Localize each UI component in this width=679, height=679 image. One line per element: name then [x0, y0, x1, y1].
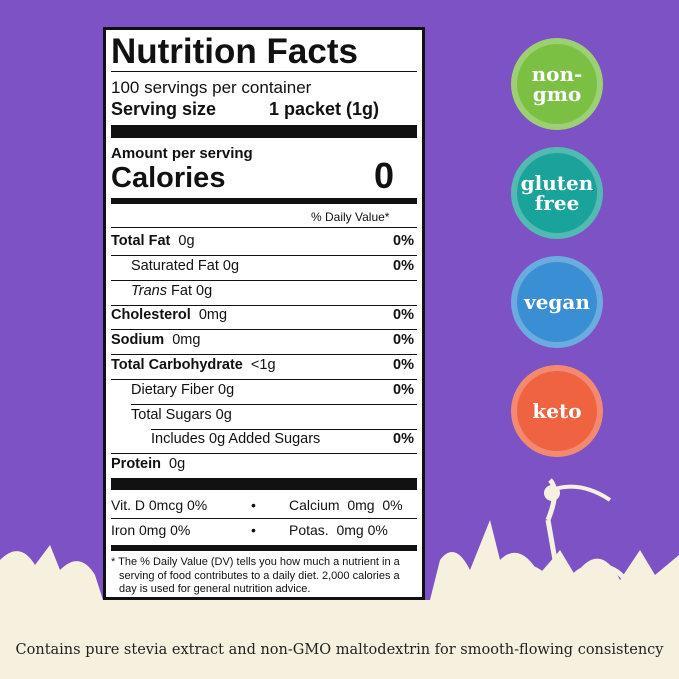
badge: non-gmo	[511, 38, 603, 130]
nutrient-row: Total Carbohydrate <1g	[111, 357, 276, 373]
nutrient-row: Includes 0g Added Sugars	[151, 431, 320, 447]
rule	[111, 354, 417, 356]
badge: keto	[511, 365, 603, 457]
nutrient-name: Fat 0g	[171, 282, 213, 299]
nutrient-name: Total Sugars 0g	[131, 406, 232, 423]
nutrition-label: Nutrition Facts 100 servings per containe…	[103, 27, 425, 600]
nutrient-name: Includes 0g Added Sugars	[151, 431, 321, 448]
nutrient-amount: 0mg	[172, 332, 201, 349]
calories-label: Calories	[111, 162, 226, 194]
footnote: * The % Daily Value (DV) tells you how m…	[111, 556, 400, 595]
badge: gluten free	[511, 147, 603, 239]
nutrient-name: Total Fat	[111, 233, 171, 249]
nutrient-name: Protein	[111, 456, 161, 473]
nutrient-dv: 0%	[393, 357, 414, 373]
rule	[111, 125, 417, 138]
rule	[151, 428, 417, 430]
nutrient-dv: 0%	[393, 257, 414, 274]
nutrient-amount: 0g	[178, 233, 195, 249]
nutrient-row: Total Fat 0g	[111, 233, 195, 249]
nutrient-name: Sodium	[111, 332, 165, 349]
badge-text: gmo	[532, 82, 582, 106]
nutrient-name: Total Carbohydrate	[111, 357, 243, 373]
rule	[111, 279, 417, 281]
nutrient-dv: 0%	[393, 307, 414, 324]
nutrient-amount: 0mg	[198, 307, 228, 324]
badge-text: vegan	[524, 290, 590, 314]
bullet-separator: •	[251, 522, 256, 538]
nutrient-dv: 0%	[393, 332, 414, 349]
badge-text: gluten	[520, 171, 594, 195]
rule	[111, 453, 417, 455]
rule	[111, 545, 417, 551]
nutrient-row: Sodium 0mg	[111, 332, 200, 348]
nutrient-row: Trans Fat 0g	[131, 283, 212, 299]
badge-text: non-	[531, 62, 583, 86]
servings: 100 servings per container	[111, 78, 312, 97]
nutrient-name-prefix: Trans	[131, 282, 167, 299]
rule	[111, 255, 417, 256]
vitamin: Potas. 0mg 0%	[289, 522, 388, 538]
nutrient-row: Dietary Fiber 0g	[131, 382, 234, 398]
nutrient-row: Total Sugars 0g	[131, 407, 232, 423]
rule	[111, 518, 417, 519]
rule	[111, 304, 417, 306]
rule	[111, 71, 417, 72]
nutrient-name: Cholesterol	[111, 307, 191, 324]
badge-text: free	[534, 191, 580, 215]
nutrient-row: Cholesterol 0mg	[111, 307, 227, 323]
rule	[131, 403, 417, 405]
nutrient-dv: 0%	[393, 233, 414, 249]
vitamin: Calcium 0mg 0%	[289, 497, 403, 513]
caption: Contains pure stevia extract and non-GMO…	[15, 642, 664, 658]
badge: vegan	[511, 256, 603, 348]
rule	[111, 198, 417, 204]
title: Nutrition Facts	[111, 32, 358, 71]
vitamin: Iron 0mg 0%	[111, 522, 191, 538]
nutrient-row: Protein 0g	[111, 456, 185, 472]
rule	[111, 379, 417, 380]
calories-value: 0	[374, 155, 395, 196]
vitamin: Vit. D 0mcg 0%	[111, 497, 208, 513]
bullet-separator: •	[251, 497, 256, 513]
nutrient-row: Saturated Fat 0g	[131, 258, 239, 274]
rule	[111, 329, 417, 331]
amount-per-serving: Amount per serving	[111, 145, 253, 162]
badge-text: keto	[532, 399, 582, 423]
nutrient-amount: 0g	[169, 456, 186, 473]
nutrient-name: Dietary Fiber 0g	[131, 381, 235, 398]
nutrient-dv: 0%	[393, 431, 414, 448]
nutrient-dv: 0%	[393, 381, 414, 398]
rule	[111, 227, 417, 228]
rule	[111, 478, 417, 490]
serving-size-value: 1 packet (1g)	[269, 99, 380, 119]
nutrient-name: Saturated Fat 0g	[131, 257, 240, 274]
daily-value-header: % Daily Value*	[311, 210, 390, 224]
serving-size-label: Serving size	[111, 99, 217, 119]
nutrient-amount: <1g	[250, 357, 276, 373]
